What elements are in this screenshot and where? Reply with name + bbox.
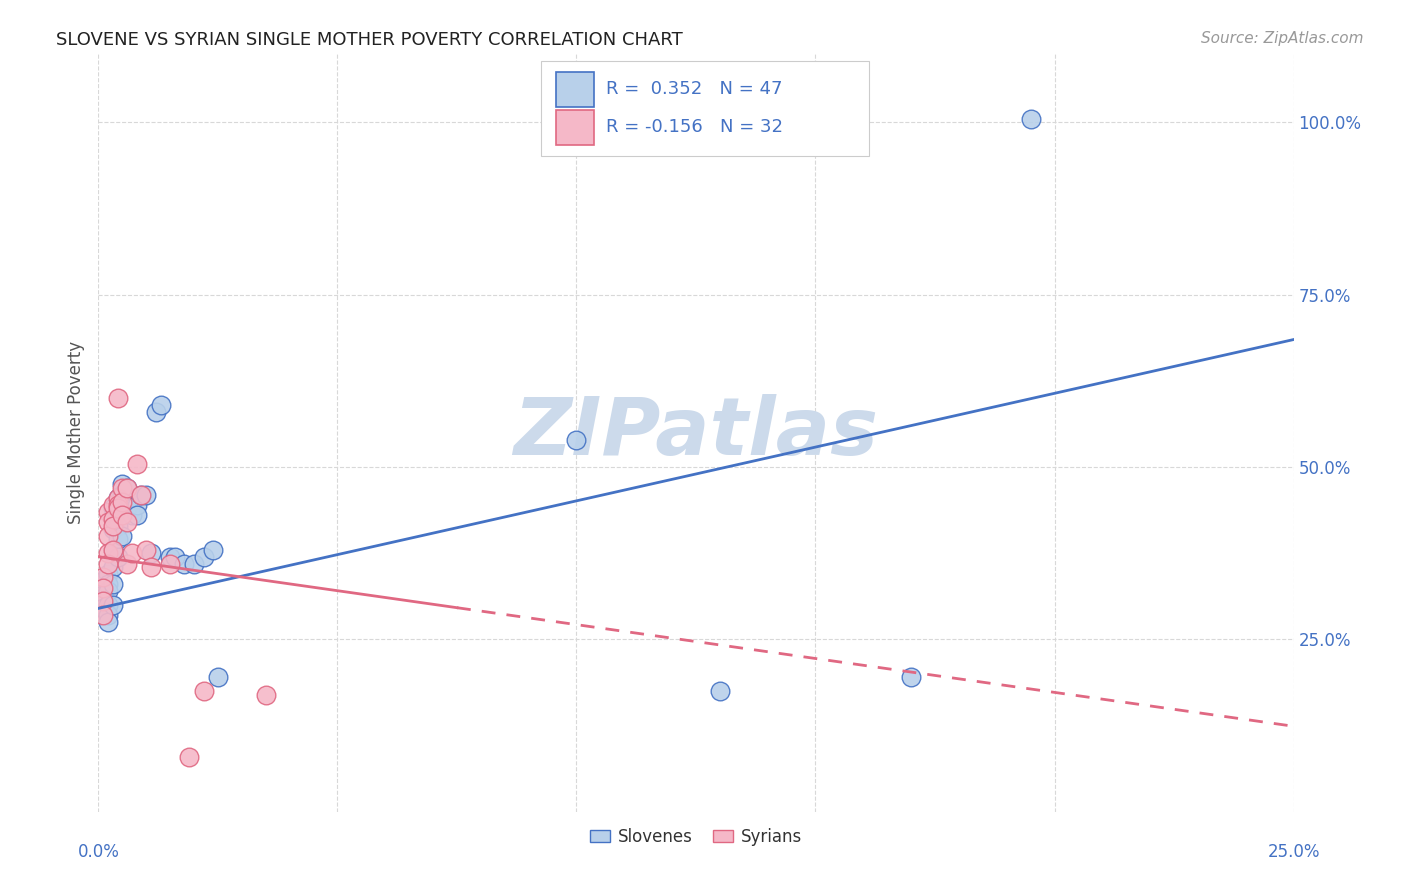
Y-axis label: Single Mother Poverty: Single Mother Poverty (66, 341, 84, 524)
Point (254, 688, 277, 702)
Point (135, 488, 157, 502)
Point (91, 601, 114, 615)
Point (97, 546, 120, 560)
Point (139, 560, 162, 574)
Point (159, 557, 181, 571)
Point (207, 670, 229, 684)
Point (163, 549, 186, 564)
Point (121, 546, 143, 560)
Point (1019, 112, 1042, 126)
Point (193, 549, 215, 564)
Legend: Slovenes, Syrians: Slovenes, Syrians (583, 822, 808, 853)
Point (91, 570, 114, 584)
Point (107, 533, 129, 547)
Point (115, 557, 138, 571)
FancyBboxPatch shape (541, 62, 869, 156)
Point (111, 494, 134, 508)
Point (131, 488, 153, 502)
Point (97, 515, 120, 529)
FancyBboxPatch shape (557, 110, 595, 145)
Point (97, 608, 120, 623)
FancyBboxPatch shape (557, 71, 595, 107)
Point (101, 560, 124, 574)
Point (101, 542, 124, 557)
Point (115, 481, 138, 495)
Point (101, 501, 124, 516)
Point (179, 749, 201, 764)
Text: 25.0%: 25.0% (1267, 843, 1320, 861)
Point (107, 518, 129, 533)
Point (193, 684, 215, 698)
Point (125, 508, 148, 523)
Point (97, 566, 120, 581)
Point (202, 542, 225, 557)
Point (125, 457, 148, 471)
Point (131, 488, 153, 502)
Point (91, 608, 114, 623)
Point (159, 549, 181, 564)
Point (115, 515, 138, 529)
Point (149, 398, 172, 412)
Point (91, 594, 114, 608)
Point (111, 498, 134, 512)
Point (111, 508, 134, 523)
Point (115, 501, 138, 516)
Text: ZIPatlas: ZIPatlas (513, 393, 879, 472)
Point (107, 549, 129, 564)
Point (107, 498, 129, 512)
Point (101, 512, 124, 526)
Text: Source: ZipAtlas.com: Source: ZipAtlas.com (1201, 31, 1364, 46)
Point (125, 498, 148, 512)
Point (97, 529, 120, 543)
Point (111, 481, 134, 495)
Point (135, 542, 157, 557)
Text: SLOVENE VS SYRIAN SINGLE MOTHER POVERTY CORRELATION CHART: SLOVENE VS SYRIAN SINGLE MOTHER POVERTY … (56, 31, 683, 49)
Point (101, 542, 124, 557)
Point (91, 581, 114, 595)
Point (565, 433, 588, 447)
Point (115, 481, 138, 495)
Point (101, 598, 124, 612)
Point (101, 518, 124, 533)
Text: R = -0.156   N = 32: R = -0.156 N = 32 (606, 118, 783, 136)
Point (121, 501, 143, 516)
Point (107, 501, 129, 516)
Point (97, 584, 120, 599)
Point (91, 591, 114, 605)
Point (97, 557, 120, 571)
Point (111, 529, 134, 543)
Point (101, 498, 124, 512)
Point (111, 488, 134, 502)
Point (139, 546, 162, 560)
Point (107, 491, 129, 505)
Point (97, 615, 120, 630)
Point (900, 670, 922, 684)
Point (107, 391, 129, 405)
Point (107, 491, 129, 505)
Point (97, 505, 120, 519)
Point (101, 522, 124, 536)
Point (97, 598, 120, 612)
Point (709, 684, 731, 698)
Point (183, 557, 205, 571)
Point (97, 577, 120, 591)
Text: 0.0%: 0.0% (77, 843, 120, 861)
Point (173, 557, 195, 571)
Point (91, 574, 114, 588)
Point (101, 577, 124, 591)
Point (121, 508, 143, 523)
Text: R =  0.352   N = 47: R = 0.352 N = 47 (606, 80, 783, 98)
Point (91, 588, 114, 602)
Point (145, 405, 167, 419)
Point (107, 501, 129, 516)
Point (111, 477, 134, 491)
